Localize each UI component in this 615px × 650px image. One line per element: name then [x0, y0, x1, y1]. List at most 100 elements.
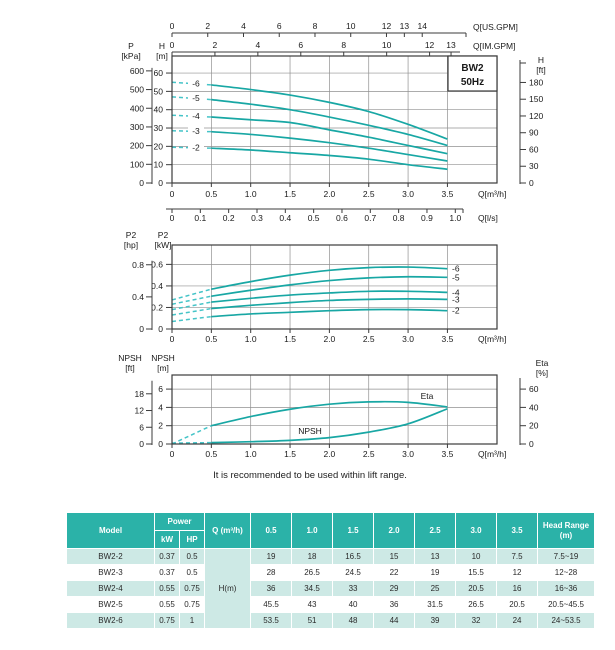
cell-hp: 0.5 [180, 549, 205, 564]
cell-head-2.5: 25 [415, 581, 456, 596]
cell-head-1.5: 33 [333, 581, 374, 596]
col-header-power: Power [155, 513, 205, 530]
x-tick-label: 0 [170, 189, 175, 199]
outer-tick-label: 0 [139, 178, 144, 188]
imgpm-tick-label: 2 [213, 40, 218, 50]
ft-tick-label: 0 [529, 178, 534, 188]
col-header-flow-3.5: 3.5 [497, 513, 538, 548]
cell-head-1.0: 43 [292, 597, 333, 612]
head-curve-BW2-4-solid [211, 116, 448, 155]
col-header-flow-2.5: 2.5 [415, 513, 456, 548]
cell-head-range: 7.5~19 [538, 549, 595, 564]
x-axis-label: Q[m³/h] [478, 334, 506, 344]
x-axis-label: Q[m³/h] [478, 449, 506, 459]
power-curve-BW2-5-dashed [171, 295, 212, 305]
y-tick-label: 2 [158, 421, 163, 431]
axis-header: [%] [536, 368, 548, 378]
cell-head-3.0: 15.5 [456, 565, 497, 580]
power-curve-BW2-5-solid [211, 275, 448, 297]
ls-tick-label: 0.4 [279, 213, 291, 223]
x-tick-label: 0 [170, 449, 175, 459]
ls-tick-label: 0.3 [251, 213, 263, 223]
imgpm-tick-label: 12 [425, 40, 435, 50]
head-curve-BW2-5-solid [211, 98, 448, 147]
cell-model: BW2-3 [67, 565, 154, 580]
col-header-flow-2.0: 2.0 [374, 513, 415, 548]
power-curve-BW2-2-dashed [171, 315, 212, 323]
imgpm-tick-label: 4 [255, 40, 260, 50]
cell-head-2.5: 39 [415, 613, 456, 628]
outer-tick-label: 500 [130, 85, 144, 95]
cell-hp: 0.75 [180, 581, 205, 596]
cell-head-2.5: 13 [415, 549, 456, 564]
cell-head-2.0: 29 [374, 581, 415, 596]
usgpm-tick-label: 8 [313, 21, 318, 31]
cell-hp: 1 [180, 613, 205, 628]
ft-tick-label: 30 [529, 161, 539, 171]
head-curve-BW2-3-solid [211, 130, 448, 162]
power-curve-BW2-4-dashed [171, 301, 212, 311]
ls-tick-label: 1.0 [449, 213, 461, 223]
ft-tick-label: 60 [529, 144, 539, 154]
x-tick-label: 2.5 [363, 334, 375, 344]
outer-tick-label: 0 [139, 324, 144, 334]
outer-tick-label: 300 [130, 122, 144, 132]
npsh-label-bg [294, 426, 326, 436]
head-chart: -6-5-4-3-20102030405060H[m]0100200300400… [121, 21, 545, 223]
curve-label-BW2-6: -6 [192, 78, 200, 88]
imgpm-tick-label: 13 [446, 40, 456, 50]
col-header-flow-0.5: 0.5 [251, 513, 292, 548]
cell-model: BW2-5 [67, 597, 154, 612]
imgpm-tick-label: 8 [341, 40, 346, 50]
usgpm-tick-label: 13 [400, 21, 410, 31]
col-header-flow-3.0: 3.0 [456, 513, 497, 548]
x-tick-label: 1.5 [284, 334, 296, 344]
cell-head-0.5: 45.5 [251, 597, 292, 612]
ft-tick-label: 90 [529, 128, 539, 138]
cell-head-3.0: 26.5 [456, 597, 497, 612]
axis-header: P2 [158, 230, 169, 240]
y-tick-label: 10 [154, 160, 164, 170]
usgpm-tick-label: 10 [346, 21, 356, 31]
cell-head-0.5: 36 [251, 581, 292, 596]
cell-head-3.0: 20.5 [456, 581, 497, 596]
outer-tick-label: 600 [130, 66, 144, 76]
cell-head-3.5: 12 [497, 565, 538, 580]
axis-header: [ft] [536, 65, 545, 75]
y-tick-label: 0.4 [151, 281, 163, 291]
y-tick-label: 4 [158, 402, 163, 412]
table-row-BW2-6: BW2-6 0.75 1 53.5 51 48 44 39 32 24 24~53.5 [67, 613, 595, 628]
ls-tick-label: 0.5 [308, 213, 320, 223]
chart-frame [171, 55, 498, 184]
power-curve-label-BW2-3: -3 [452, 294, 460, 304]
cell-model: BW2-4 [67, 581, 154, 596]
x-tick-label: 1.0 [245, 334, 257, 344]
curve-label-bg [188, 142, 204, 153]
npsh-chart: EtaNPSH0246NPSH[m]061218NPSH[ft]0204060E… [118, 353, 548, 459]
power-curve-label-BW2-6: -6 [452, 264, 460, 274]
curve-eta-dashed [171, 425, 212, 445]
axis-header: P [128, 41, 134, 51]
x-tick-label: 1.5 [284, 189, 296, 199]
curve-eta-solid [211, 400, 448, 427]
cell-head-0.5: 19 [251, 549, 292, 564]
ls-tick-label: 0.8 [393, 213, 405, 223]
y-tick-label: 0 [158, 439, 163, 449]
power-curve-label-BW2-2: -2 [452, 306, 460, 316]
cell-head-1.0: 34.5 [292, 581, 333, 596]
cell-kw: 0.37 [155, 565, 179, 580]
y-tick-label: 0 [158, 324, 163, 334]
curve-label-bg [188, 78, 204, 89]
x-axis-label: Q[m³/h] [478, 189, 506, 199]
outer-tick-label: 12 [135, 406, 145, 416]
eta-label-bg [416, 391, 438, 401]
cell-head-3.5: 20.5 [497, 597, 538, 612]
usgpm-tick-label: 14 [417, 21, 427, 31]
y-tick-label: 50 [154, 86, 164, 96]
col-header-q: Q (m³/h) [205, 513, 251, 548]
imgpm-tick-label: 6 [298, 40, 303, 50]
usgpm-tick-label: 0 [170, 21, 175, 31]
cell-head-1.0: 26.5 [292, 565, 333, 580]
power-curve-BW2-4-solid [211, 290, 448, 303]
table-row-BW2-2: BW2-2 0.37 0.5 H(m) 19 18 16.5 15 13 10 7.5 7.5~19 [67, 549, 595, 628]
